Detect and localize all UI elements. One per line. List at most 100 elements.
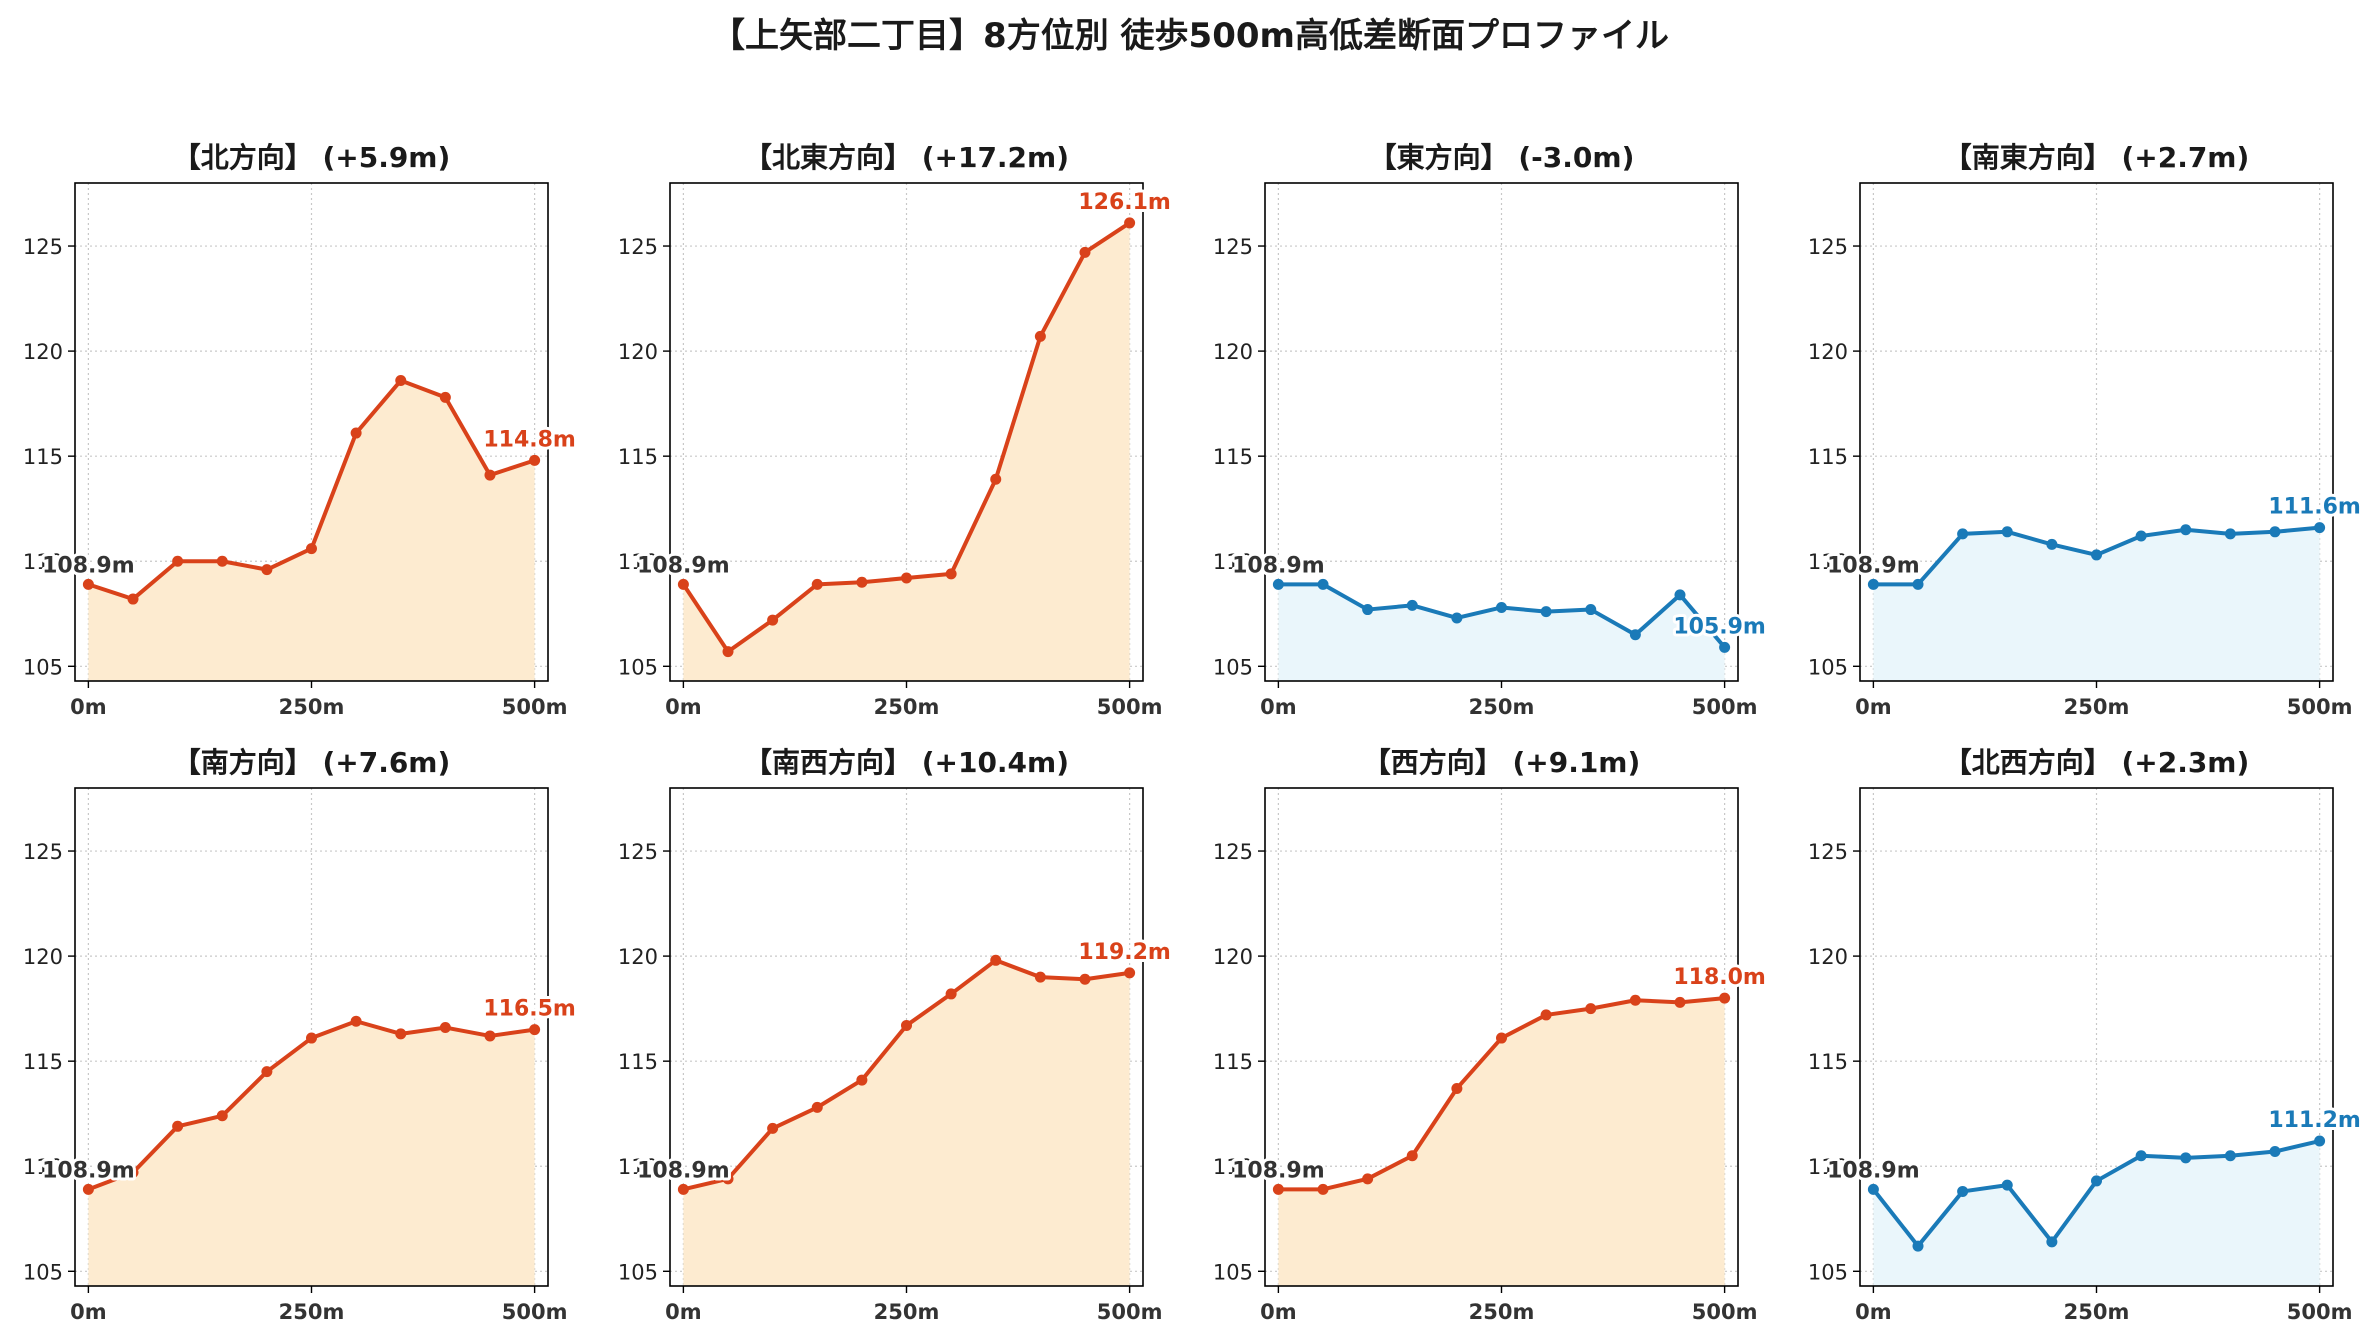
y-tick-label: 110 — [1213, 550, 1253, 574]
data-point — [216, 1110, 228, 1122]
data-point — [1362, 1173, 1374, 1185]
start-elevation-label: 108.9m — [637, 1158, 730, 1183]
chart-panel: 105 110 115 120 125 0m 250m 500m 【北東方向】 (+17.2m)… — [618, 141, 1174, 719]
y-tick-label: 120 — [618, 945, 658, 969]
data-point — [1540, 1009, 1552, 1021]
x-tick-label: 500m — [502, 695, 568, 719]
x-tick-label: 250m — [874, 695, 940, 719]
data-point — [1272, 578, 1284, 590]
data-point — [767, 614, 779, 626]
area-fill — [683, 960, 1130, 1286]
y-tick-label: 115 — [1213, 1050, 1253, 1074]
data-point — [722, 646, 734, 658]
data-point — [945, 568, 957, 580]
x-tick-label: 0m — [70, 695, 107, 719]
y-tick-label: 110 — [23, 1155, 63, 1179]
data-point — [261, 1066, 273, 1078]
y-tick-label: 115 — [23, 1050, 63, 1074]
chart-title: 【西方向】 (+9.1m) — [1363, 746, 1641, 779]
data-point — [677, 1183, 689, 1195]
chart-panel: 105 110 115 120 125 0m 250m 500m 【南東方向】 (+2.7m) 1… — [1808, 141, 2364, 719]
x-tick-label: 500m — [2287, 1300, 2353, 1324]
y-tick-label: 105 — [1808, 655, 1848, 679]
data-point — [990, 954, 1002, 966]
data-point — [172, 555, 184, 567]
area-fill — [1278, 998, 1725, 1286]
y-tick-label: 120 — [618, 340, 658, 364]
y-tick-label: 125 — [1808, 235, 1848, 259]
chart-panel: 105 110 115 120 125 0m 250m 500m 【西方向】 (+9.1m) 10… — [1213, 746, 1769, 1324]
data-point — [677, 578, 689, 590]
data-point — [261, 564, 273, 576]
data-point — [1674, 996, 1686, 1008]
y-tick-label: 115 — [1808, 1050, 1848, 1074]
area-fill — [1873, 1141, 2320, 1286]
data-point — [945, 988, 957, 1000]
start-elevation-label: 108.9m — [1232, 1158, 1325, 1183]
x-tick-label: 0m — [665, 1300, 702, 1324]
data-point — [1867, 1183, 1879, 1195]
x-tick-label: 500m — [2287, 695, 2353, 719]
data-point — [127, 1167, 139, 1179]
data-point — [82, 578, 94, 590]
data-point — [856, 1074, 868, 1086]
y-tick-label: 115 — [618, 445, 658, 469]
data-point — [1406, 1150, 1418, 1162]
start-elevation-label: 108.9m — [42, 1158, 135, 1183]
end-elevation-label: 105.9m — [1673, 614, 1766, 639]
data-point — [1912, 1240, 1924, 1252]
data-point — [350, 427, 362, 439]
y-tick-label: 110 — [1808, 1155, 1848, 1179]
data-point — [2135, 530, 2147, 542]
data-point — [1674, 589, 1686, 601]
data-point — [1079, 973, 1091, 985]
start-elevation-label: 108.9m — [42, 553, 135, 578]
x-tick-label: 0m — [1260, 695, 1297, 719]
data-point — [2269, 1146, 2281, 1158]
data-point — [1272, 1183, 1284, 1195]
data-point — [856, 576, 868, 588]
data-point — [1496, 601, 1507, 613]
start-elevation-label: 108.9m — [1827, 1158, 1920, 1183]
data-point — [439, 391, 451, 403]
data-point — [1362, 604, 1374, 616]
y-tick-label: 115 — [23, 445, 63, 469]
data-point — [2224, 528, 2236, 540]
data-point — [395, 1028, 407, 1040]
chart-title: 【北西方向】 (+2.3m) — [1944, 746, 2250, 779]
data-point — [2046, 538, 2058, 550]
data-point — [1629, 994, 1641, 1006]
chart-panel: 105 110 115 120 125 0m 250m 500m 【北方向】 (+5.9m) 10… — [23, 141, 579, 719]
page-title: 【上矢部二丁目】8方位別 徒歩500m高低差断面プロファイル — [711, 16, 1669, 56]
data-point — [811, 578, 823, 590]
data-point — [767, 1122, 779, 1134]
data-point — [2180, 524, 2192, 536]
y-tick-label: 120 — [1808, 945, 1848, 969]
start-elevation-label: 108.9m — [1232, 553, 1325, 578]
y-tick-label: 120 — [23, 340, 63, 364]
y-tick-label: 125 — [23, 235, 63, 259]
data-point — [1451, 1082, 1463, 1094]
end-elevation-label: 111.6m — [2268, 495, 2361, 520]
data-point — [2180, 1152, 2192, 1164]
y-tick-label: 105 — [23, 1260, 63, 1284]
x-tick-label: 250m — [1469, 1300, 1535, 1324]
y-tick-label: 105 — [1808, 1260, 1848, 1284]
area-fill — [683, 222, 1130, 681]
data-point — [172, 1120, 184, 1132]
data-point — [1957, 528, 1969, 540]
data-point — [1124, 217, 1136, 229]
end-elevation-label: 126.1m — [1078, 190, 1171, 215]
data-point — [1124, 967, 1136, 979]
data-point — [2001, 1179, 2013, 1191]
data-point — [1079, 246, 1091, 258]
y-tick-label: 125 — [1808, 840, 1848, 864]
y-tick-label: 125 — [1213, 840, 1253, 864]
data-point — [1585, 604, 1597, 616]
data-point — [1867, 578, 1879, 590]
end-elevation-label: 114.8m — [483, 427, 576, 452]
data-point — [2046, 1236, 2058, 1248]
data-point — [484, 469, 496, 481]
data-point — [1585, 1003, 1597, 1015]
y-tick-label: 120 — [1213, 340, 1253, 364]
